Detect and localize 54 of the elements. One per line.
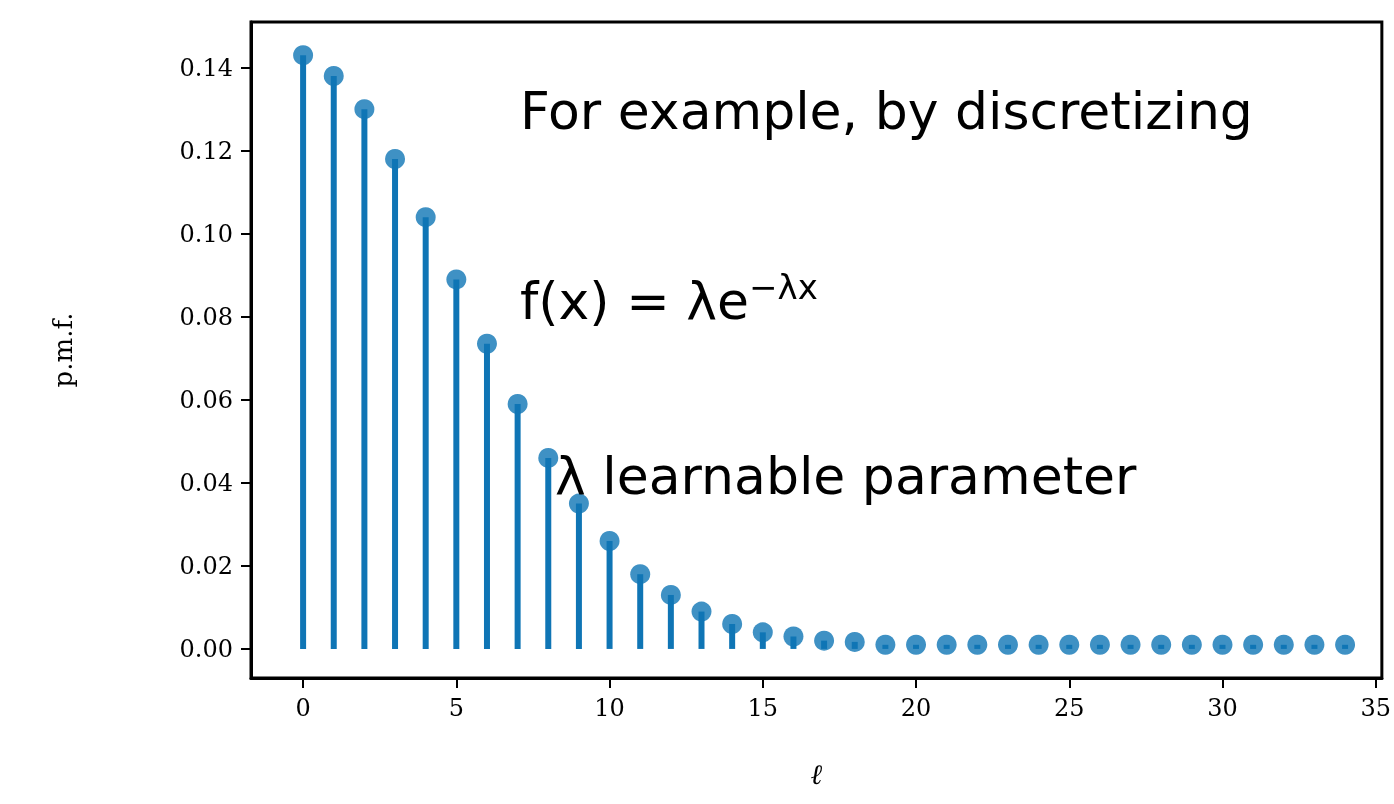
x-tick-label: 0 <box>295 694 311 722</box>
x-tick-label: 25 <box>1053 694 1085 722</box>
y-tick-label: 0.08 <box>179 302 233 331</box>
point <box>446 269 467 290</box>
point <box>752 622 773 643</box>
point <box>1151 634 1172 655</box>
point <box>783 626 804 647</box>
point <box>293 45 314 66</box>
y-tick-label: 0.12 <box>179 136 233 165</box>
x-tick-label: 15 <box>747 694 779 722</box>
y-tick-label: 0.06 <box>179 385 233 414</box>
annotation: For example, by discretizing <box>520 81 1253 141</box>
point <box>967 634 988 655</box>
point <box>477 333 497 354</box>
point <box>1028 634 1049 655</box>
point <box>906 634 927 655</box>
point <box>507 393 528 414</box>
point <box>875 634 896 655</box>
x-axis-title: ℓ <box>810 757 823 791</box>
y-tick-label: 0.02 <box>179 551 233 580</box>
point <box>1181 634 1202 655</box>
point <box>1273 634 1294 655</box>
point <box>1089 634 1110 655</box>
point <box>385 149 406 170</box>
x-tick-label: 10 <box>594 694 625 722</box>
point <box>1304 634 1325 655</box>
point <box>1243 634 1264 655</box>
point <box>844 631 865 652</box>
point <box>630 564 651 585</box>
y-tick-label: 0.10 <box>179 219 233 248</box>
annotation: λ learnable parameter <box>555 446 1138 506</box>
y-tick-label: 0.14 <box>179 53 233 82</box>
x-tick-label: 20 <box>900 694 932 722</box>
x-tick-label: 30 <box>1207 694 1238 722</box>
point <box>660 584 681 605</box>
point <box>936 634 957 655</box>
point <box>354 99 375 120</box>
y-axis-title: p.m.f. <box>48 312 78 388</box>
point <box>1212 634 1233 655</box>
y-tick-label: 0.04 <box>179 468 233 497</box>
y-tick-label: 0.00 <box>179 634 233 663</box>
point <box>691 601 712 622</box>
point <box>568 493 589 514</box>
x-tick-label: 5 <box>448 694 464 722</box>
x-tick-label: 35 <box>1360 694 1391 722</box>
point <box>1120 634 1141 655</box>
point <box>1059 634 1080 655</box>
point <box>722 614 743 635</box>
point <box>599 530 620 551</box>
point <box>323 65 344 86</box>
point <box>814 630 835 651</box>
point <box>1335 634 1356 655</box>
point <box>997 634 1018 655</box>
point <box>415 207 436 228</box>
